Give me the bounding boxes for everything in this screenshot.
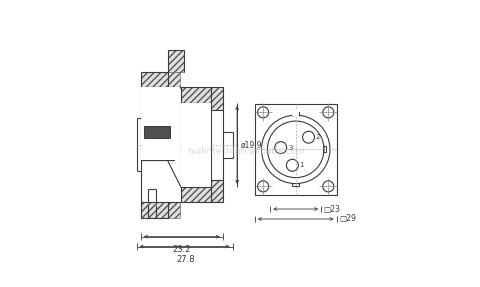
Bar [141,202,180,218]
Bar [292,110,299,117]
Bar [323,146,325,152]
Text: nuilintech|en.alibaba.com: nuilintech|en.alibaba.com [187,147,305,156]
Bar [181,88,211,103]
Bar [211,180,223,202]
Bar [181,187,211,202]
Bar [141,72,180,88]
Bar [211,88,223,110]
Bar [141,88,180,160]
Text: ø19.9: ø19.9 [240,140,262,150]
Text: □23: □23 [324,205,340,214]
Bar [181,103,211,187]
Text: 3: 3 [288,145,292,151]
Bar [144,126,170,138]
Text: □29: □29 [339,214,356,224]
Text: 1: 1 [300,162,304,168]
Bar [168,50,184,72]
Bar [255,104,336,195]
Text: 2: 2 [316,134,320,140]
Text: 23.2: 23.2 [173,245,191,255]
Text: 27.8: 27.8 [176,255,194,264]
